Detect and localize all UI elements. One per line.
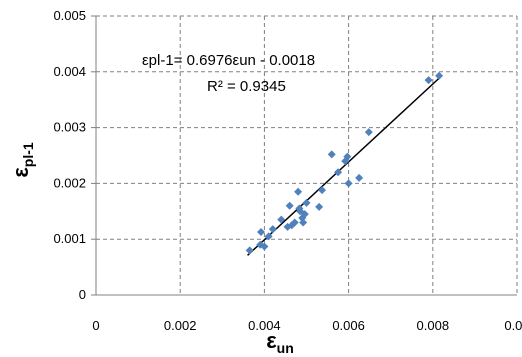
x-tick-labels: 0 0.002 0.004 0.006 0.008 0.01 [92, 318, 522, 333]
x-axis-title: εun [266, 328, 294, 356]
x-tick-label: 0.01 [504, 318, 522, 333]
trendline-equation: εpl-1= 0.6976εun - 0.0018 [142, 52, 315, 69]
y-tick-label: 0.001 [53, 231, 86, 246]
data-point [260, 242, 269, 251]
data-point [334, 168, 343, 177]
data-points [245, 71, 444, 255]
data-point [257, 227, 266, 236]
x-tick-label: 0 [92, 318, 99, 333]
trendline-layer [247, 75, 442, 256]
x-axis-title-main: ε [266, 328, 277, 353]
y-tick-label: 0.004 [53, 64, 86, 79]
y-tick-labels: 0 0.001 0.002 0.003 0.004 0.005 [53, 8, 86, 302]
r-squared-label: R² = 0.9345 [207, 78, 286, 95]
data-point [327, 150, 336, 159]
plot-frame [91, 15, 517, 296]
data-point [355, 173, 364, 182]
x-tick-label: 0.008 [417, 318, 450, 333]
data-point [318, 186, 327, 195]
y-axis-title-main: ε [8, 167, 33, 178]
trendline [247, 75, 442, 256]
data-point [364, 128, 373, 137]
data-point [435, 71, 444, 80]
data-point [268, 225, 277, 234]
data-point [300, 210, 309, 219]
y-axis-title: εpl-1 [8, 142, 36, 178]
y-tick-label: 0.005 [53, 8, 86, 23]
data-point [264, 232, 273, 241]
data-point [424, 76, 433, 85]
y-tick-label: 0.003 [53, 120, 86, 135]
data-point [277, 215, 286, 224]
data-point [299, 218, 308, 227]
x-axis-title-sub: un [277, 340, 294, 356]
y-axis-title-sub: pl-1 [20, 142, 36, 167]
y-tick-label: 0.002 [53, 175, 86, 190]
x-tick-label: 0.002 [164, 318, 197, 333]
data-point [290, 218, 299, 227]
data-point [302, 198, 311, 207]
data-point [245, 246, 254, 255]
data-point [315, 202, 324, 211]
x-tick-label: 0.006 [332, 318, 365, 333]
data-point [344, 179, 353, 188]
y-tick-label: 0 [79, 287, 86, 302]
data-point [294, 187, 303, 196]
data-point [343, 152, 352, 161]
data-point [285, 201, 294, 210]
x-tick-label: 0.004 [248, 318, 281, 333]
